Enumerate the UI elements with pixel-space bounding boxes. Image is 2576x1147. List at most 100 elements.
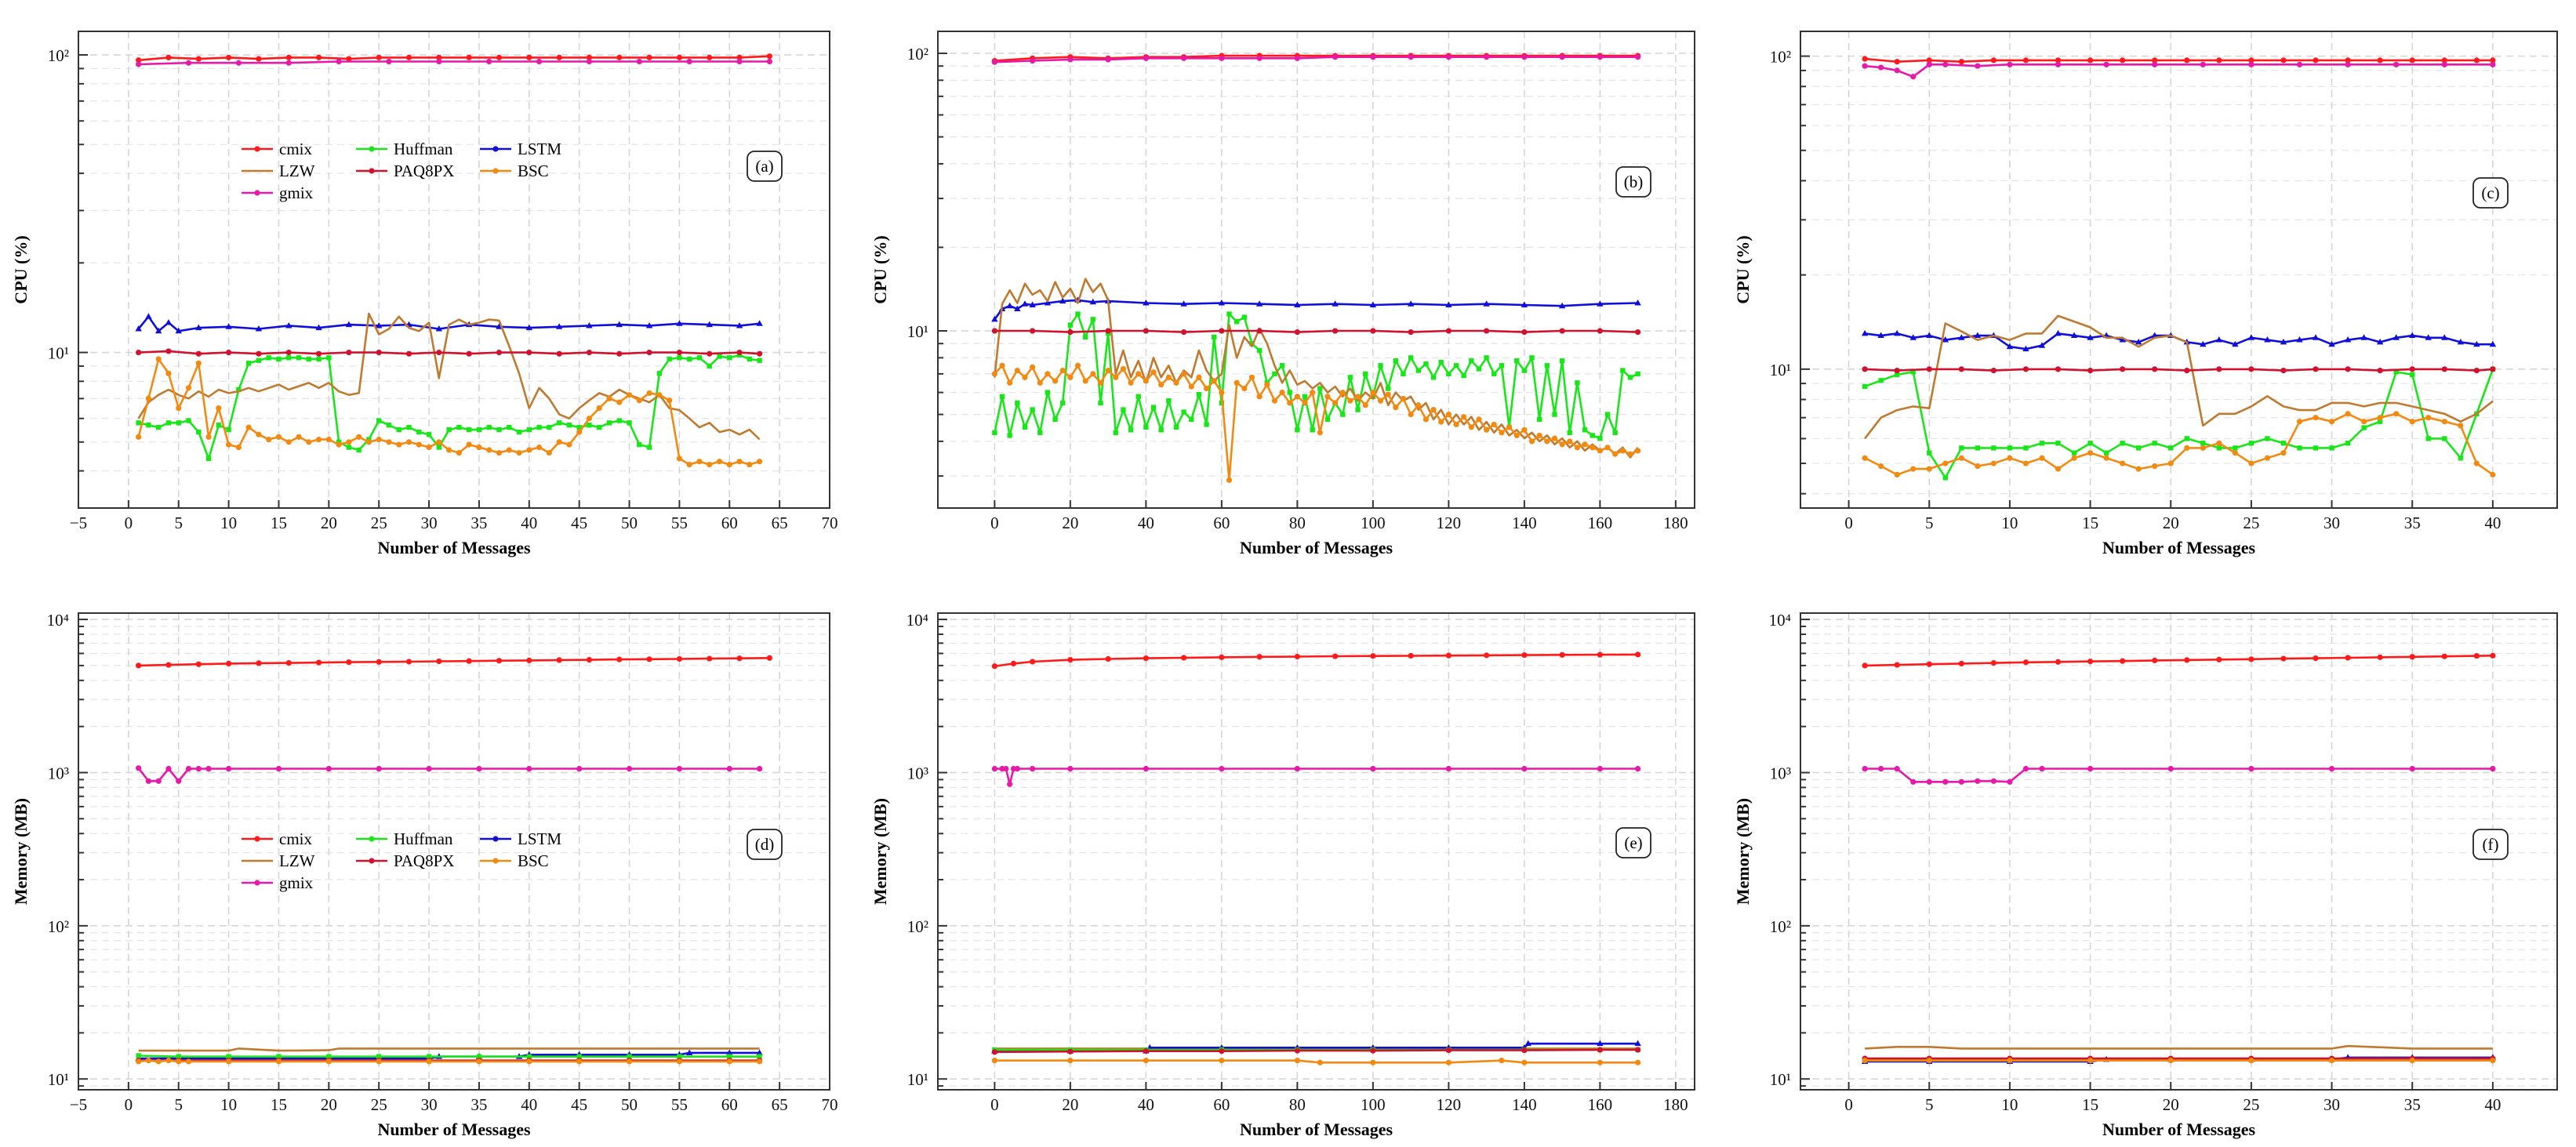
data-point [2007, 455, 2013, 461]
data-point [1143, 1048, 1149, 1054]
data-point [1958, 59, 1964, 65]
data-point [1339, 389, 1346, 396]
data-point [1302, 394, 1308, 399]
data-point [2425, 334, 2432, 340]
data-point [1499, 363, 1505, 368]
data-point [2152, 366, 2158, 372]
data-point [1524, 1040, 1531, 1047]
x-tick-label: 40 [2484, 514, 2501, 532]
data-point [586, 321, 593, 328]
data-point [315, 659, 322, 666]
data-point [1219, 55, 1225, 61]
data-point [1597, 435, 1603, 441]
data-point [496, 54, 503, 60]
data-point [1067, 56, 1074, 63]
data-point [346, 445, 352, 450]
x-tick-label: 40 [521, 1095, 537, 1114]
data-point [1415, 368, 1421, 373]
data-point [1597, 328, 1603, 334]
data-point [627, 420, 632, 426]
data-point [586, 656, 593, 663]
x-tick-label: 140 [1512, 1095, 1537, 1114]
data-point [1332, 653, 1339, 659]
x-tick-label: 5 [1925, 1095, 1934, 1114]
series-gmix [136, 765, 763, 784]
data-point [396, 441, 402, 448]
data-point [2087, 441, 2093, 446]
data-point [1461, 414, 1467, 420]
data-point [1006, 302, 1013, 309]
series-line-cmix [138, 657, 770, 667]
data-point [2184, 445, 2190, 451]
data-point [405, 659, 412, 665]
plot-frame [78, 31, 830, 509]
data-point [1514, 358, 1520, 364]
data-point [2022, 659, 2029, 666]
data-point [1181, 55, 1187, 61]
data-point [736, 459, 743, 465]
legend-label: gmix [279, 183, 314, 202]
data-point [1128, 427, 1134, 433]
y-axis-label: Memory (MB) [11, 798, 31, 905]
data-point [1082, 378, 1088, 384]
data-point [1445, 1047, 1451, 1054]
x-tick-label: 0 [1844, 514, 1853, 532]
data-point [2280, 441, 2287, 446]
y-tick-label: 10² [1770, 917, 1791, 936]
data-point [1521, 1059, 1528, 1065]
data-point [1468, 424, 1474, 430]
data-point [736, 58, 743, 65]
data-point [2039, 441, 2045, 446]
x-tick-label: 0 [125, 514, 133, 532]
data-point [2490, 57, 2496, 64]
data-point [546, 449, 552, 456]
data-point [2328, 765, 2335, 772]
data-point [1332, 400, 1339, 406]
data-point [1029, 301, 1036, 307]
data-point [376, 765, 382, 772]
data-point [1635, 765, 1641, 772]
data-point [2071, 450, 2077, 456]
data-point [1484, 652, 1490, 659]
data-point [676, 765, 683, 772]
legend-label: gmix [279, 873, 314, 892]
legend-label: cmix [279, 140, 312, 158]
data-point [1878, 378, 1884, 383]
data-point [2328, 340, 2335, 347]
data-point [1521, 652, 1528, 659]
data-point [165, 420, 172, 426]
data-point [2425, 436, 2431, 441]
data-point [2409, 654, 2415, 660]
data-point [376, 1054, 382, 1059]
data-point [1226, 477, 1233, 483]
data-point [1959, 445, 1964, 451]
data-point [645, 321, 653, 328]
data-point [275, 765, 282, 772]
x-tick-label: 100 [1361, 514, 1386, 532]
data-point [1294, 1047, 1300, 1054]
series-gmix [1862, 765, 2496, 785]
data-point [1942, 475, 1948, 481]
data-point [2296, 336, 2303, 343]
series-bsc [136, 1058, 763, 1065]
data-point [1294, 55, 1300, 61]
data-point [1558, 302, 1566, 309]
data-point [1878, 64, 1884, 71]
data-point [1894, 367, 1900, 374]
data-point [1317, 430, 1323, 436]
data-point [1287, 400, 1293, 406]
panel-tag: (f) [2483, 835, 2499, 854]
data-point [1862, 455, 1868, 461]
data-point [1241, 314, 1248, 320]
y-axis-label: CPU (%) [1733, 235, 1753, 303]
data-point [1974, 332, 1982, 339]
data-point [1942, 61, 1949, 67]
data-point [707, 461, 713, 468]
data-point [2248, 441, 2254, 446]
y-axis-label: CPU (%) [11, 235, 31, 303]
data-point [646, 656, 652, 662]
chart-panel-f: 10¹ 10² 10³ 10⁴ 0 5 10 15 20 25 30 35 40 Number of Me… [1733, 611, 2558, 1139]
data-point [1590, 445, 1596, 451]
data-point [1067, 374, 1074, 380]
data-point [1604, 412, 1611, 417]
